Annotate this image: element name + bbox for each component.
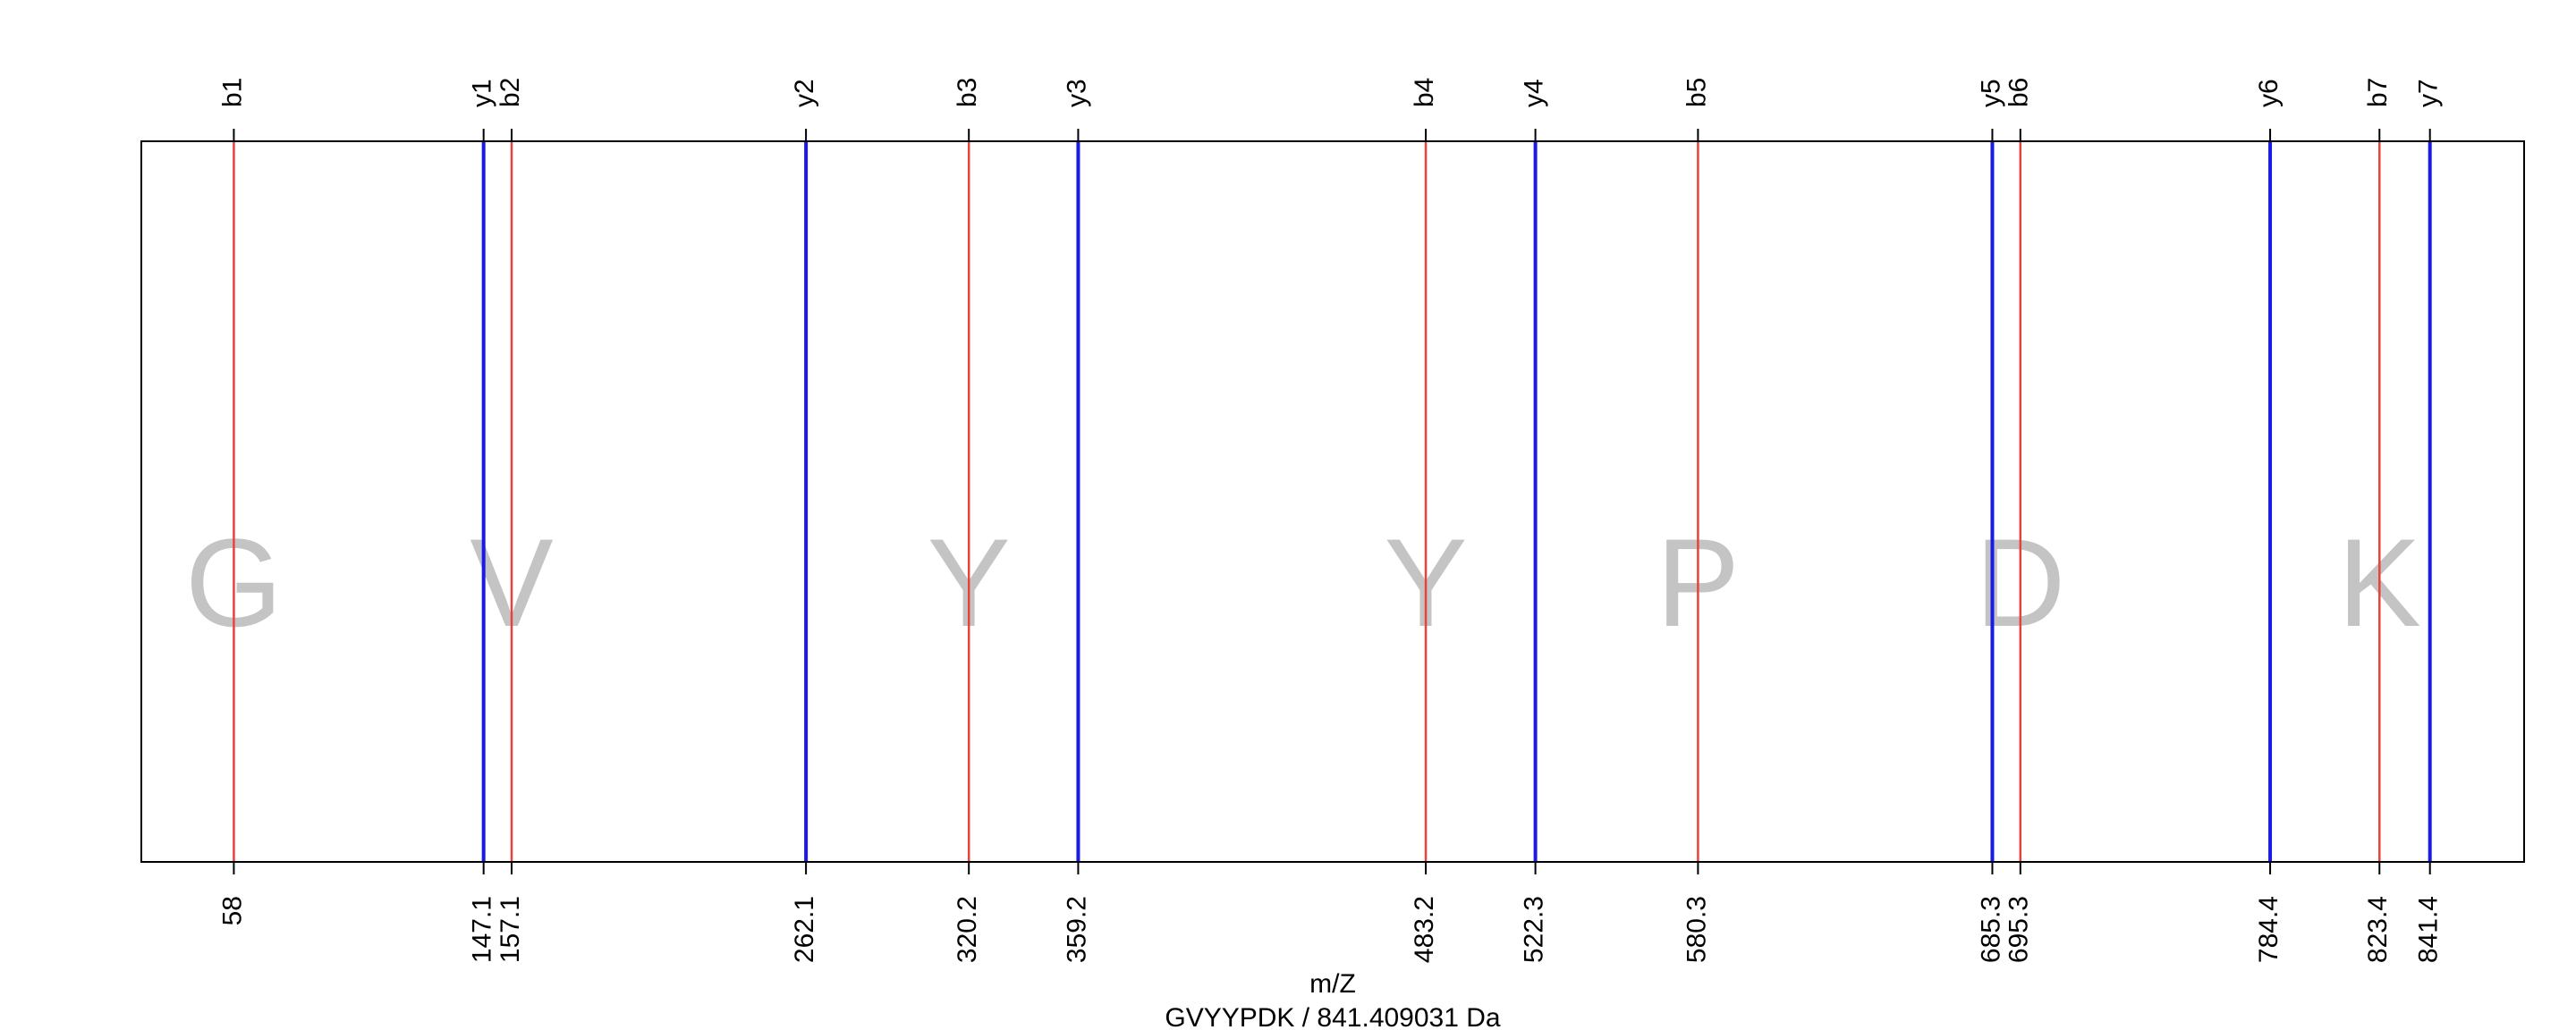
mz-tick-label: 841.4 <box>2414 896 2444 963</box>
ion-label: b5 <box>1682 78 1711 107</box>
ion-label: b7 <box>2363 78 2393 107</box>
ion-lines <box>233 141 2432 862</box>
mz-tick-label: 823.4 <box>2363 896 2393 963</box>
ion-label: b6 <box>2004 78 2034 107</box>
ion-label: b1 <box>217 78 247 107</box>
mz-tick-label: 262.1 <box>790 896 819 963</box>
mz-tick-label: 483.2 <box>1410 896 1439 963</box>
mz-tick-label: 58 <box>217 896 247 925</box>
x-axis-title: m/Z <box>1309 969 1356 999</box>
ion-label: y5 <box>1976 79 2005 107</box>
ion-label: b4 <box>1410 78 1439 107</box>
ion-label: b3 <box>953 78 982 107</box>
mz-tick-label: 157.1 <box>496 896 525 963</box>
ion-label: y2 <box>790 79 819 107</box>
ion-label: y6 <box>2254 79 2284 107</box>
mz-tick-label: 359.2 <box>1062 896 1091 963</box>
ion-label: y3 <box>1062 79 1091 107</box>
mz-tick-label: 784.4 <box>2254 896 2284 963</box>
ion-label: y1 <box>468 79 497 107</box>
ion-label: y4 <box>1520 79 1549 107</box>
ion-label: y7 <box>2414 79 2444 107</box>
mz-tick-label: 695.3 <box>2004 896 2034 963</box>
mz-tick-label: 320.2 <box>953 896 982 963</box>
mz-tick-label: 522.3 <box>1520 896 1549 963</box>
ion-label: b2 <box>496 78 525 107</box>
plot-frame <box>140 140 2525 863</box>
mz-tick-label: 685.3 <box>1976 896 2005 963</box>
chart-subtitle: GVYYPDK / 841.409031 Da <box>1165 1003 1501 1030</box>
mz-tick-label: 147.1 <box>468 896 497 963</box>
mz-tick-label: 580.3 <box>1682 896 1711 963</box>
ticks: b1 58 y1 147.1 b2 157.1 y2 262.1 b3 320.2 y3 359.2 b… <box>217 78 2443 963</box>
